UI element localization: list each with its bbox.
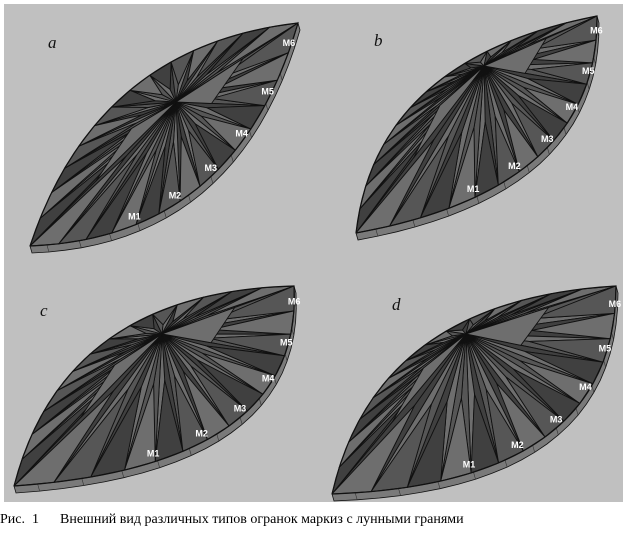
girdle-tick (188, 195, 191, 203)
gem-facet (80, 333, 163, 419)
girdle-tick (78, 240, 82, 248)
gem-facet (391, 333, 467, 423)
gem-outline (331, 285, 617, 495)
panel-letter: d (392, 295, 401, 314)
girdle-label: M3 (205, 163, 218, 173)
gem-panel-a: M1 M2 M3 M4 M5 M6 a (29, 21, 301, 254)
girdle-tick (446, 208, 449, 217)
girdle-label: M3 (234, 404, 247, 414)
girdle-tick (157, 460, 160, 468)
girdle-tick (354, 492, 358, 500)
girdle-label: M5 (582, 66, 595, 76)
girdle-tick (398, 488, 401, 496)
figure-panel: M1 M2 M3 M4 M5 M6 a M1 M2 M3 M4 M5 M6 b M1 M2 M3 M4 M5 M6 c M… (4, 4, 623, 502)
gem-facet (175, 58, 244, 104)
girdle-tick (137, 223, 141, 231)
girdle-label: M2 (508, 161, 521, 171)
girdle-tick (292, 40, 295, 48)
gem-facet (129, 313, 155, 330)
girdle-tick (249, 130, 252, 138)
girdle-label: M4 (235, 128, 248, 138)
girdle-tick (216, 433, 220, 442)
girdle-label: M4 (566, 102, 579, 112)
girdle-tick (284, 353, 288, 362)
girdle-tick (109, 233, 112, 241)
panel-letter: b (374, 31, 383, 50)
girdle-tick (163, 210, 167, 218)
girdle-tick (526, 165, 530, 173)
girdle-label: M1 (128, 211, 141, 221)
girdle-tick (437, 481, 441, 489)
girdle-label: M6 (590, 26, 603, 36)
girdle-label: M1 (147, 448, 160, 458)
marquise-cuts-figure: M1M2M3M4M5M6aM1M2M3M4M5M6bM1M2M3M4M5M6cM… (13, 15, 622, 502)
girdle-tick (259, 398, 262, 406)
girdle-label: M1 (467, 184, 480, 194)
gem-outline (29, 22, 299, 247)
girdle-label: M2 (511, 440, 524, 450)
girdle-tick (279, 73, 283, 81)
gem-facet (465, 307, 549, 346)
gem-facet (95, 101, 177, 182)
girdle-tick (547, 147, 550, 155)
girdle-label: M5 (261, 87, 274, 97)
girdle-tick (239, 417, 243, 425)
gem-panel-d: M1 M2 M3 M4 M5 M6 d (331, 285, 622, 502)
gem-panel-c: M1 M2 M3 M4 M5 M6 c (13, 285, 301, 494)
panel-letter: c (40, 301, 48, 320)
girdle-tick (603, 360, 606, 368)
girdle-tick (230, 155, 234, 163)
girdle-tick (265, 103, 269, 111)
panel-letter: a (48, 33, 57, 52)
girdle-tick (504, 459, 508, 468)
girdle-tick (46, 244, 50, 253)
girdle-tick (476, 196, 480, 204)
girdle-tick (577, 105, 580, 114)
gem-facet (413, 65, 485, 159)
girdle-label: M4 (579, 382, 592, 392)
girdle-tick (121, 470, 125, 478)
girdle-label: M6 (283, 38, 296, 48)
girdle-label: M4 (262, 373, 275, 383)
girdle-tick (473, 472, 476, 480)
gem-panel-b: M1 M2 M3 M4 M5 M6 b (355, 15, 603, 241)
girdle-tick (274, 377, 277, 385)
girdle-tick (575, 407, 579, 416)
gem-outline (13, 285, 295, 487)
caption-prefix: Рис. 1 (0, 512, 39, 527)
girdle-label: M5 (599, 344, 612, 354)
girdle-label: M1 (463, 460, 476, 470)
girdle-tick (375, 229, 379, 237)
girdle-tick (81, 478, 85, 486)
girdle-tick (532, 445, 535, 453)
girdle-tick (586, 82, 590, 90)
girdle-tick (503, 181, 507, 189)
girdle-label: M6 (288, 296, 301, 306)
girdle-label: M5 (280, 338, 293, 348)
girdle-label: M2 (195, 429, 208, 439)
gem-facet (483, 38, 547, 74)
girdle-label: M6 (609, 299, 622, 309)
girdle-label: M3 (550, 414, 563, 424)
gem-outline (355, 15, 598, 234)
girdle-label: M3 (541, 134, 554, 144)
figure-caption: Рис. 1 Внешний вид различных типов огран… (0, 512, 627, 528)
girdle-label: M2 (169, 191, 182, 201)
girdle-tick (412, 219, 416, 228)
girdle-tick (563, 127, 567, 135)
girdle-tick (556, 427, 559, 436)
girdle-tick (210, 176, 214, 184)
gem-facet (161, 307, 236, 344)
girdle-tick (37, 483, 40, 492)
girdle-tick (189, 448, 192, 456)
girdle-tick (591, 385, 595, 393)
caption-text: Внешний вид различных типов огранок марк… (60, 512, 464, 527)
